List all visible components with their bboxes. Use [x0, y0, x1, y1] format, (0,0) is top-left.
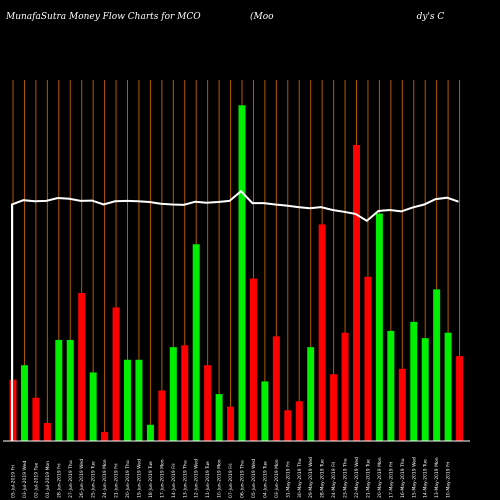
money-flow-bar — [330, 374, 338, 441]
chart-title-left: MunafaSutra Money Flow Charts for MCO — [5, 12, 201, 22]
x-tick-label: 18-Jun-2019 Tue — [148, 461, 154, 498]
money-flow-bar — [43, 422, 51, 441]
x-tick-label: 19-Jun-2019 Wed — [136, 459, 142, 498]
money-flow-bar — [20, 365, 28, 441]
money-flow-bar — [158, 390, 166, 441]
x-tick-label: 24-Jun-2019 Mon — [102, 459, 108, 498]
x-tick-label: 07-Jun-2019 Fri — [228, 464, 234, 499]
money-flow-bar — [375, 213, 383, 441]
x-tick-label: 27-Jun-2019 Thu — [68, 460, 74, 498]
money-flow-bar — [456, 356, 464, 441]
x-tick-label: 20-Jun-2019 Thu — [125, 460, 131, 498]
x-tick-label: 24-May-2019 Fri — [331, 462, 337, 498]
money-flow-bar — [135, 359, 143, 441]
x-tick-label: 13-May-2019 Mon — [434, 457, 440, 498]
money-flow-bar — [341, 332, 349, 441]
money-flow-bar — [387, 330, 395, 441]
x-tick-label: 28-Jun-2019 Fri — [56, 464, 62, 499]
x-tick-label: 13-Jun-2019 Thu — [182, 460, 188, 498]
money-flow-bar — [32, 397, 40, 441]
x-tick-label: 17-Jun-2019 Mon — [159, 459, 165, 498]
x-tick-label: 14-May-2019 Tue — [423, 459, 429, 498]
x-tick-label: 30-May-2019 Thu — [297, 458, 303, 498]
money-flow-bar — [249, 278, 257, 441]
x-tick-label: 21-May-2019 Tue — [365, 459, 371, 498]
x-tick-label: 26-Jun-2019 Wed — [79, 459, 85, 498]
money-flow-bar — [124, 359, 131, 441]
money-flow-bar — [146, 424, 154, 441]
x-tick-label: 01-Jul-2019 Mon — [45, 461, 51, 498]
money-flow-bar — [204, 365, 212, 441]
money-flow-bar — [78, 292, 86, 441]
x-tick-label: 04-Jun-2019 Tue — [262, 461, 268, 498]
money-flow-bar — [410, 321, 418, 441]
x-tick-label: 20-May-2019 Mon — [377, 457, 383, 498]
money-flow-bar — [295, 401, 303, 441]
money-flow-bar — [421, 338, 429, 441]
x-tick-label: 31-May-2019 Fri — [285, 462, 291, 498]
money-flow-bar — [101, 431, 109, 441]
x-tick-label: 21-Jun-2019 Fri — [114, 464, 120, 499]
price-line — [11, 189, 459, 441]
x-tick-labels: 05-Jul-2019 Fri 03-Jul-2019 Wed 02-Jul-201… — [11, 457, 452, 498]
money-flow-bar — [55, 339, 63, 441]
x-tick-label: 03-Jul-2019 Wed — [22, 461, 28, 498]
money-flow-bar — [112, 307, 120, 441]
x-tick-label: 11-Jun-2019 Tue — [205, 461, 211, 498]
money-flow-bar — [238, 105, 246, 442]
money-flow-bar — [215, 394, 223, 441]
x-tick-label: 29-May-2019 Wed — [308, 457, 314, 498]
x-tick-label: 12-Jun-2019 Wed — [194, 459, 200, 498]
x-tick-label: 15-May-2019 Wed — [411, 457, 417, 498]
money-flow-bar — [398, 368, 406, 441]
x-tick-label: 25-Jun-2019 Tue — [91, 461, 97, 498]
money-flow-bar — [284, 410, 292, 441]
x-tick-label: 16-May-2019 Thu — [400, 458, 406, 498]
x-tick-label: 06-Jun-2019 Thu — [240, 460, 246, 498]
money-flow-bar — [307, 347, 315, 441]
x-tick-label: 03-Jun-2019 Mon — [274, 459, 280, 498]
money-flow-bar — [318, 224, 326, 441]
x-tick-label: 23-May-2019 Thu — [343, 458, 349, 498]
money-flow-bar — [66, 339, 74, 441]
x-tick-label: 02-Jul-2019 Tue — [33, 463, 39, 498]
x-tick-label: 10-May-2019 Fri — [446, 462, 452, 498]
money-flow-bar — [181, 345, 189, 441]
money-flow-bar — [272, 336, 280, 441]
money-flow-bar — [89, 372, 97, 441]
x-tick-label: 22-May-2019 Wed — [354, 457, 360, 498]
money-flow-bar — [353, 144, 360, 442]
money-flow-bar — [227, 406, 235, 441]
x-tick-label: 05-Jul-2019 Fri — [11, 465, 17, 498]
money-flow-bar — [169, 347, 177, 441]
x-tick-label: 28-May-2019 Tue — [320, 459, 326, 498]
money-flow-bar — [433, 289, 441, 441]
x-tick-label: 14-Jun-2019 Fri — [171, 464, 177, 499]
x-tick-label: 05-Jun-2019 Wed — [251, 459, 257, 498]
money-flow-bar — [192, 244, 200, 441]
x-tick-label: 17-May-2019 Fri — [388, 462, 394, 498]
money-flow-bar — [444, 332, 452, 441]
money-flow-bars — [9, 105, 464, 442]
money-flow-bar — [261, 381, 269, 441]
chart-title-right: (Moo dy's C — [250, 11, 444, 22]
money-flow-bar — [364, 276, 372, 441]
x-tick-label: 10-Jun-2019 Mon — [217, 459, 223, 498]
